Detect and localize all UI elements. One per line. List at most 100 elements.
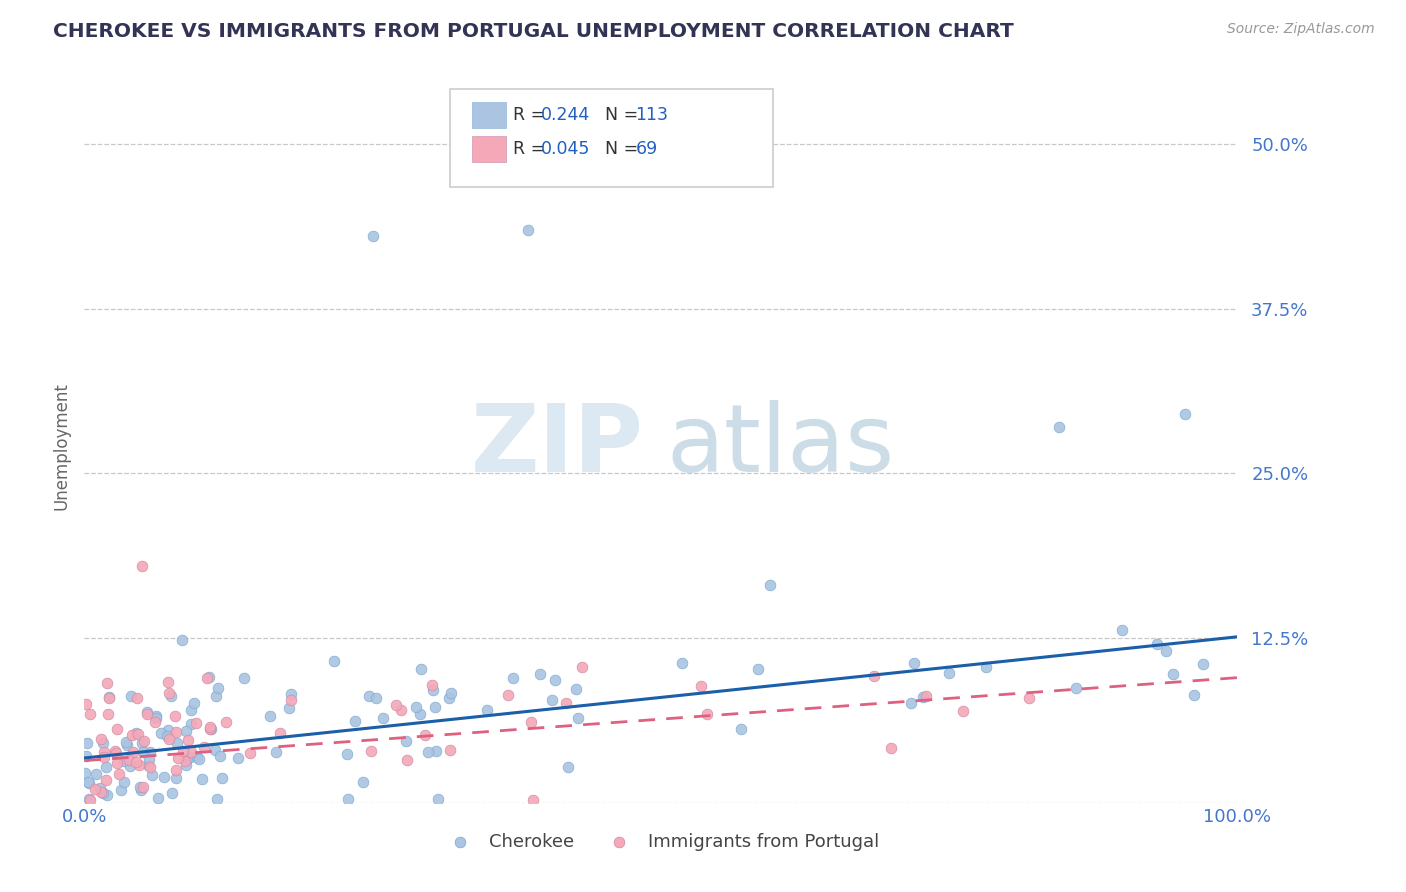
Point: [567, 711, 589, 725]
Point: [145, 709, 167, 723]
Point: [179, 750, 201, 764]
Point: [93, 736, 115, 750]
Point: [186, 750, 208, 764]
Point: [952, 704, 974, 718]
Point: [157, 674, 180, 689]
Point: [153, 770, 176, 784]
Point: [94, 760, 117, 774]
Point: [98, 690, 121, 705]
Text: 69: 69: [636, 140, 658, 158]
Point: [1146, 637, 1168, 651]
Point: [157, 723, 180, 737]
Point: [131, 780, 153, 794]
Point: [115, 738, 138, 752]
Point: [149, 726, 172, 740]
Point: [135, 705, 157, 719]
Point: [131, 736, 153, 750]
Point: [437, 691, 460, 706]
Point: [502, 671, 524, 685]
Point: [208, 748, 231, 763]
Text: Source: ZipAtlas.com: Source: ZipAtlas.com: [1227, 22, 1375, 37]
Point: [565, 682, 588, 697]
Point: [529, 667, 551, 681]
Point: [475, 703, 498, 717]
Point: [96, 789, 118, 803]
Point: [880, 741, 903, 756]
Point: [112, 775, 135, 789]
Point: [115, 735, 138, 749]
Text: R =: R =: [513, 140, 551, 158]
Point: [184, 716, 207, 731]
Point: [120, 689, 142, 703]
Point: [571, 660, 593, 674]
Point: [974, 660, 997, 674]
Point: [389, 703, 412, 717]
Point: [121, 728, 143, 742]
Point: [165, 771, 187, 785]
Y-axis label: Unemployment: Unemployment: [52, 382, 70, 510]
Point: [207, 681, 229, 696]
Point: [122, 745, 145, 759]
Text: N =: N =: [605, 106, 644, 124]
Point: [79, 706, 101, 721]
Point: [519, 714, 541, 729]
Point: [172, 744, 194, 758]
Point: [193, 740, 215, 755]
Point: [77, 775, 100, 789]
Point: [141, 768, 163, 782]
Point: [747, 663, 769, 677]
Point: [205, 792, 228, 806]
Point: [162, 786, 184, 800]
Point: [900, 697, 922, 711]
Point: [93, 750, 115, 764]
Point: [180, 717, 202, 731]
Point: [187, 752, 209, 766]
Point: [135, 707, 157, 722]
Text: R =: R =: [513, 106, 551, 124]
Point: [1161, 667, 1184, 681]
Point: [143, 714, 166, 729]
Point: [84, 767, 107, 781]
Point: [138, 758, 160, 772]
Point: [165, 763, 187, 777]
Point: [195, 671, 218, 685]
Point: [198, 670, 221, 684]
Point: [204, 743, 226, 757]
Point: [352, 775, 374, 789]
Point: [496, 688, 519, 702]
Point: [522, 793, 544, 807]
Point: [128, 758, 150, 772]
Point: [170, 632, 193, 647]
Point: [405, 700, 427, 714]
Point: [278, 700, 301, 714]
Point: [174, 724, 197, 739]
Point: [671, 657, 693, 671]
Point: [104, 746, 127, 760]
Point: [180, 703, 202, 717]
Text: atlas: atlas: [666, 400, 894, 492]
Text: N =: N =: [605, 140, 644, 158]
Point: [107, 756, 129, 771]
Point: [77, 792, 100, 806]
Point: [912, 690, 935, 704]
Point: [1066, 681, 1088, 695]
Point: [938, 665, 960, 680]
Point: [200, 722, 222, 736]
Point: [280, 687, 302, 701]
Point: [125, 726, 148, 740]
Point: [730, 723, 752, 737]
Point: [1192, 657, 1215, 672]
Point: [1182, 688, 1205, 702]
Point: [180, 745, 202, 759]
Point: [361, 229, 384, 244]
Point: [903, 656, 925, 670]
Point: [97, 706, 120, 721]
Point: [439, 743, 461, 757]
Point: [759, 578, 782, 592]
Point: [139, 760, 162, 774]
Text: 113: 113: [636, 106, 668, 124]
Text: ZIP: ZIP: [471, 400, 644, 492]
Point: [112, 755, 135, 769]
Point: [226, 751, 249, 765]
Text: CHEROKEE VS IMMIGRANTS FROM PORTUGAL UNEMPLOYMENT CORRELATION CHART: CHEROKEE VS IMMIGRANTS FROM PORTUGAL UNE…: [53, 22, 1014, 41]
